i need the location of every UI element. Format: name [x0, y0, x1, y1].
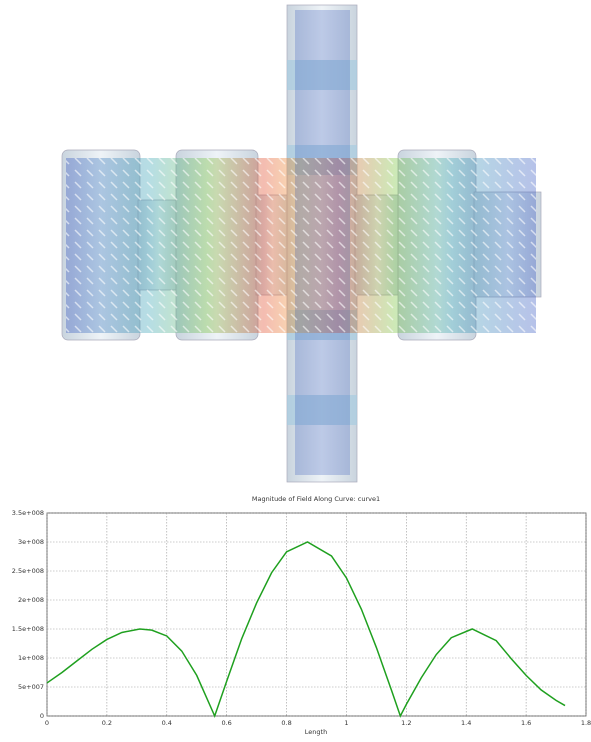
y-tick-label: 1e+008	[18, 654, 44, 662]
x-tick-label: 1.2	[401, 719, 411, 727]
page: Magnitude of Field Along Curve: curve1 L…	[0, 0, 591, 738]
x-tick-label: 0	[45, 719, 49, 727]
y-tick-label: 3.5e+008	[12, 509, 44, 517]
y-tick-label: 2.5e+008	[12, 567, 44, 575]
plot-frame	[47, 513, 586, 716]
x-tick-label: 1.4	[461, 719, 471, 727]
x-tick-label: 1.6	[521, 719, 531, 727]
x-tick-label: 1	[344, 719, 348, 727]
x-tick-label: 0.8	[281, 719, 291, 727]
chart-title: Magnitude of Field Along Curve: curve1	[252, 495, 380, 503]
y-tick-label: 0	[40, 712, 44, 720]
x-tick-label: 0.4	[162, 719, 172, 727]
x-tick-label: 1.8	[581, 719, 591, 727]
y-tick-label: 1.5e+008	[12, 625, 44, 633]
y-tick-label: 3e+008	[18, 538, 44, 546]
x-axis-label: Length	[305, 728, 327, 736]
x-tick-label: 0.6	[221, 719, 231, 727]
field-illustration	[62, 5, 541, 482]
y-tick-label: 2e+008	[18, 596, 44, 604]
y-tick-label: 5e+007	[18, 683, 44, 691]
x-tick-label: 0.2	[102, 719, 112, 727]
